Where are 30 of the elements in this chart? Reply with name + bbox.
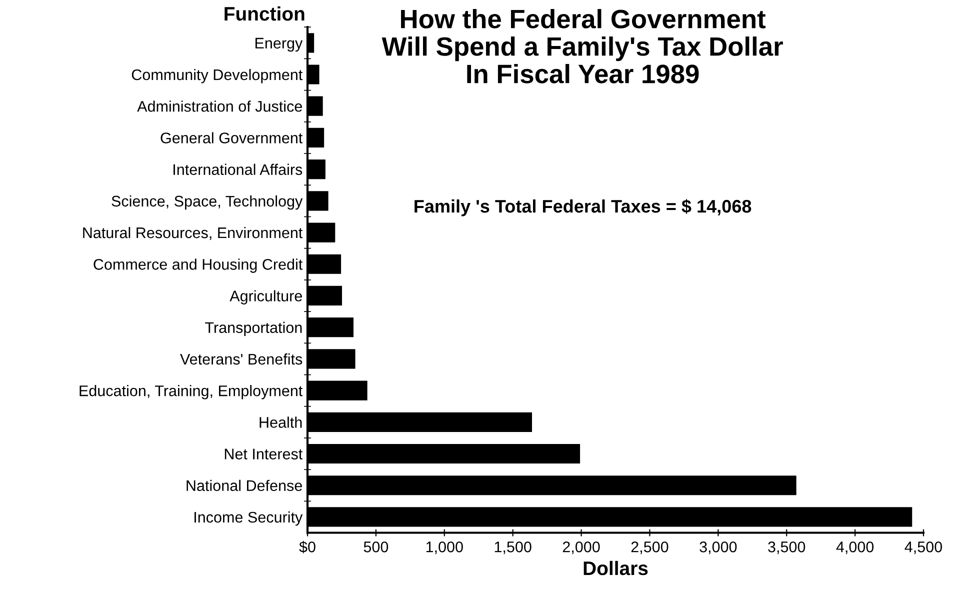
y-tick-label: Transportation [205,322,302,336]
x-axis-title: Dollars [584,560,648,576]
x-tick-label: 500 [364,542,388,552]
y-tick-label: Energy [256,38,303,52]
y-tick-label: Community Development [132,68,303,84]
y-tick-label: Net Interest [224,448,303,460]
x-tick-label: 4,500 [904,542,942,554]
y-tick-label: Education, Training, Employment [80,385,303,400]
y-tick-label: Natural Resources, Environment [83,226,303,240]
x-tick-label: 2,000 [562,542,600,554]
y-tick-label: Science, Space, Technology [112,195,303,210]
y-tick-label: General Government [160,132,303,144]
annotation: Family 's Total Federal Taxes = $ 14,068 [414,199,752,216]
chart-title: How the Federal Government Will Spend a Family's Tax Dollar In Fiscal Year 1989 [382,9,783,84]
y-tick-label: International Affairs [174,164,302,175]
y-tick-label: Agriculture [230,290,302,304]
y-tick-label: Administration of Justice [137,100,302,112]
x-tick-label: 2,500 [631,542,668,554]
y-tick-label: Veterans' Benefits [180,353,302,365]
y-tick-label: National Defense [186,480,302,492]
x-tick-label: 1,000 [426,542,463,554]
x-tick-label: 1,500 [494,542,532,554]
x-tick-label: 3,000 [700,542,737,554]
y-tick-label: Health [260,416,302,428]
y-tick-label: Income Security [194,511,303,526]
x-tick-label: 3,500 [768,542,806,554]
y-axis-title: Function [224,6,304,21]
y-tick-label: Commerce and Housing Credit [94,258,303,273]
x-tick-label: 4,000 [836,542,874,554]
x-tick-label: $0 [299,540,316,554]
